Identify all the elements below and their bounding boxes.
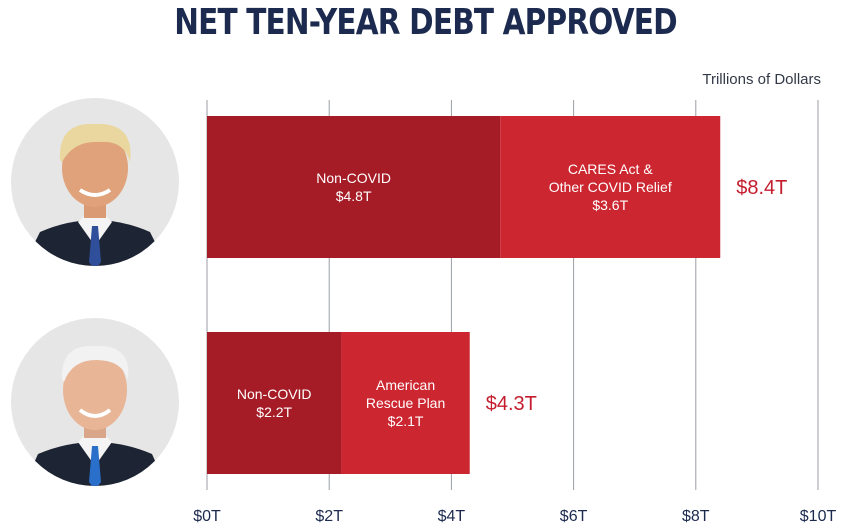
segment-data-label: Non-COVID $4.8T — [316, 170, 391, 204]
x-tick-label: $4T — [438, 508, 466, 525]
bar-segment — [341, 332, 470, 474]
x-tick-label: $8T — [682, 508, 710, 525]
unit-label: Trillions of Dollars — [702, 71, 821, 88]
bar-total-label: $8.4T — [736, 177, 787, 199]
x-tick-label: $10T — [800, 508, 837, 525]
bar-segment — [500, 116, 721, 258]
person-portrait-icon — [22, 123, 168, 266]
x-tick-label: $0T — [193, 508, 221, 525]
segment-data-label: Non-COVID $2.2T — [237, 386, 312, 420]
x-tick-label: $6T — [560, 508, 588, 525]
x-tick-label: $2T — [315, 508, 343, 525]
portrait-2 — [11, 318, 179, 486]
bar-segment — [207, 116, 501, 258]
bar-total-label: $4.3T — [486, 393, 537, 415]
segment-data-label: American Rescue Plan $2.1T — [366, 377, 445, 429]
chart-title: NET TEN-YEAR DEBT APPROVED — [174, 2, 677, 43]
bar-segment — [207, 332, 342, 474]
portrait-1 — [11, 98, 179, 266]
segment-data-label: CARES Act & Other COVID Relief $3.6T — [549, 161, 672, 213]
